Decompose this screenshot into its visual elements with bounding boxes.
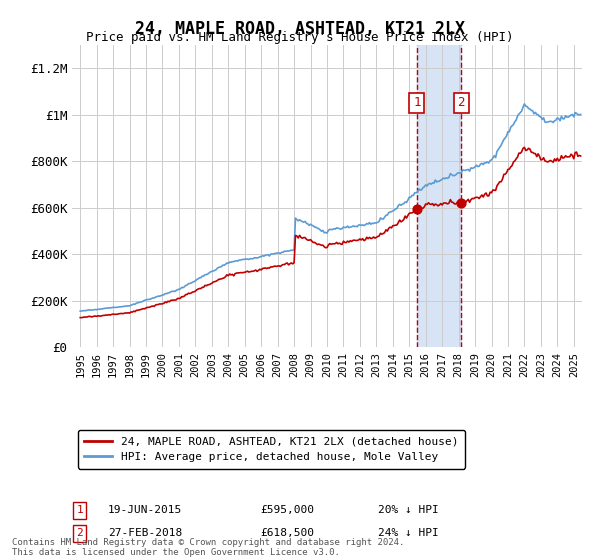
- Text: 27-FEB-2018: 27-FEB-2018: [108, 528, 182, 538]
- Text: 1: 1: [76, 506, 83, 516]
- Text: 2: 2: [457, 96, 465, 109]
- Point: [412, 204, 422, 213]
- Text: Price paid vs. HM Land Registry's House Price Index (HPI): Price paid vs. HM Land Registry's House …: [86, 31, 514, 44]
- Point: [456, 199, 466, 208]
- Text: 20% ↓ HPI: 20% ↓ HPI: [378, 506, 439, 516]
- Text: £618,500: £618,500: [260, 528, 314, 538]
- Text: 1: 1: [413, 96, 421, 109]
- Text: 24% ↓ HPI: 24% ↓ HPI: [378, 528, 439, 538]
- Text: £595,000: £595,000: [260, 506, 314, 516]
- Text: Contains HM Land Registry data © Crown copyright and database right 2024.
This d: Contains HM Land Registry data © Crown c…: [12, 538, 404, 557]
- Text: 24, MAPLE ROAD, ASHTEAD, KT21 2LX: 24, MAPLE ROAD, ASHTEAD, KT21 2LX: [135, 20, 465, 38]
- Bar: [417, 45, 461, 347]
- Text: 2: 2: [76, 528, 83, 538]
- Legend: 24, MAPLE ROAD, ASHTEAD, KT21 2LX (detached house), HPI: Average price, detached: 24, MAPLE ROAD, ASHTEAD, KT21 2LX (detac…: [77, 430, 465, 469]
- Text: 19-JUN-2015: 19-JUN-2015: [108, 506, 182, 516]
